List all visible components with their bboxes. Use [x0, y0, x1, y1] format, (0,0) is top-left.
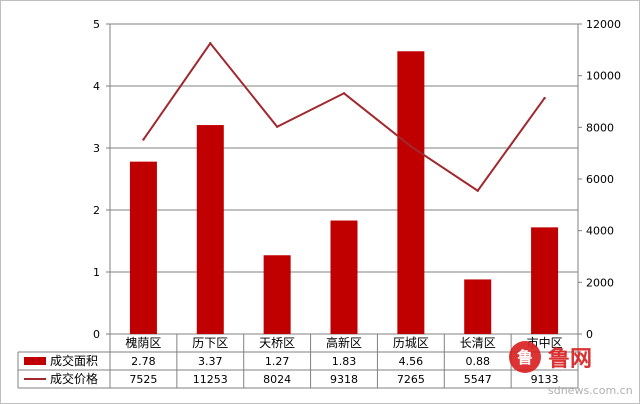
line-value-label: 9318 — [330, 373, 358, 386]
bar-mark — [129, 161, 157, 334]
left-axis-tick-label: 2 — [93, 204, 100, 217]
watermark-url: sdnews.com.cn — [548, 384, 633, 397]
watermark-text: 鲁网 — [547, 346, 592, 372]
right-axis-tick-label: 0 — [586, 328, 593, 341]
right-axis-tick-label: 8000 — [586, 121, 614, 134]
line-value-label: 5547 — [464, 373, 492, 386]
line-value-label: 9133 — [531, 373, 559, 386]
right-axis-tick-label: 10000 — [586, 70, 621, 83]
left-axis-tick-label: 3 — [93, 142, 100, 155]
watermark-logo-glyph: 鲁 — [516, 348, 533, 367]
category-label: 历下区 — [192, 336, 228, 350]
bar-value-label: 3.37 — [198, 355, 223, 368]
bar-mark — [397, 51, 425, 334]
watermark-logo-icon — [509, 341, 541, 373]
line-point — [342, 92, 346, 95]
category-label: 长清区 — [460, 336, 496, 350]
line-value-label: 8024 — [263, 373, 291, 386]
category-label: 高新区 — [326, 335, 362, 350]
legend-key-bar — [24, 357, 46, 365]
bar-mark — [464, 279, 492, 334]
line-point — [409, 145, 413, 148]
left-axis-tick-label: 5 — [93, 18, 100, 31]
bar-mark — [263, 255, 291, 334]
legend-label: 成交面积 — [50, 353, 98, 368]
category-label: 天桥区 — [259, 336, 295, 350]
line-point — [476, 189, 479, 192]
bar-mark — [531, 227, 559, 334]
bar-mark — [196, 125, 224, 334]
line-series — [142, 41, 546, 193]
line-point — [209, 42, 212, 45]
right-axis-tick-label: 2000 — [586, 276, 614, 289]
right-axis-tick-label: 12000 — [586, 18, 621, 31]
left-axis-tick-label: 0 — [93, 328, 100, 341]
left-axis-tick-label: 4 — [93, 80, 100, 93]
axes: 0 1 2 3 4 5 0 2000 4000 6000 8000 10000 12000 — [93, 18, 621, 341]
line-point — [275, 125, 279, 128]
line-value-label: 11253 — [193, 373, 228, 386]
bar-mark — [330, 220, 358, 334]
left-axis-tick-label: 1 — [93, 266, 100, 279]
right-axis-tick-label: 6000 — [586, 173, 614, 186]
bar-series — [129, 51, 559, 334]
line-value-label: 7525 — [129, 373, 157, 386]
bar-value-label: 2.78 — [131, 355, 156, 368]
line-point — [543, 96, 546, 100]
bar-value-label: 1.83 — [332, 355, 357, 368]
legend-label: 成交价格 — [50, 371, 98, 386]
site-watermark: 鲁 鲁网 sdnews.com.cn — [509, 341, 633, 397]
category-label: 槐荫区 — [125, 335, 161, 350]
bar-value-label: 1.27 — [265, 355, 290, 368]
category-label: 历城区 — [393, 336, 429, 350]
line-point — [142, 138, 145, 141]
bar-value-label: 4.56 — [399, 355, 424, 368]
bar-value-label: 0.88 — [465, 355, 490, 368]
line-value-label: 7265 — [397, 373, 425, 386]
right-axis-tick-label: 4000 — [586, 225, 614, 238]
